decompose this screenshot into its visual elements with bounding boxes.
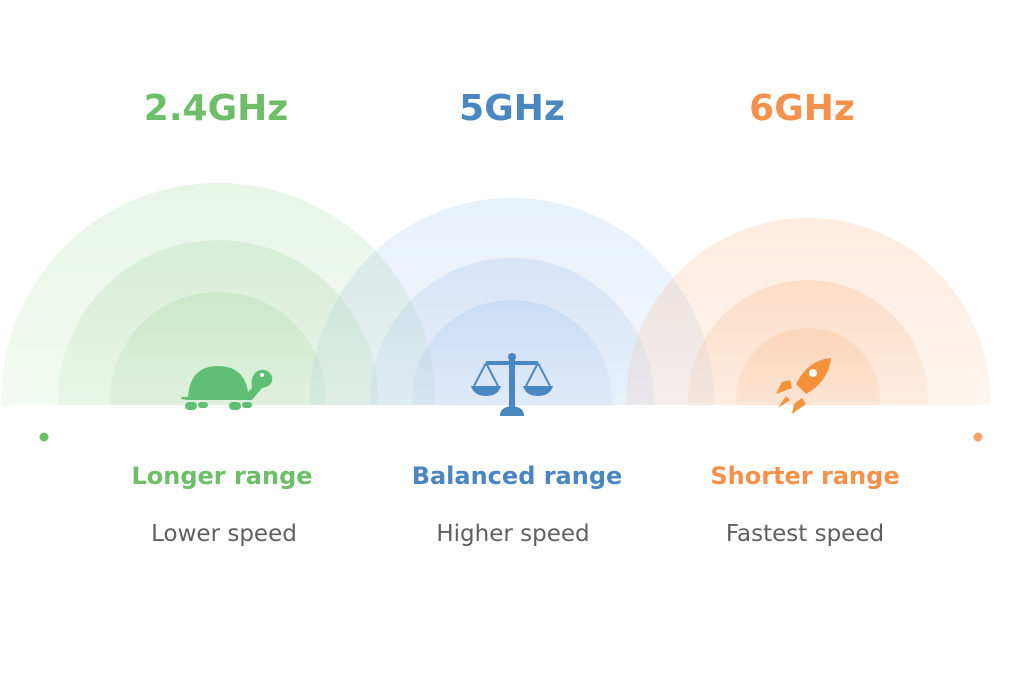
turtle-icon (180, 366, 273, 410)
line-end-dot (973, 432, 983, 442)
band-title-6ghz: 6GHz (749, 88, 855, 129)
range-label-6ghz: Shorter range (710, 462, 900, 490)
arcs-6ghz (626, 218, 990, 405)
line-start-dot (39, 432, 49, 442)
band-title-2-4ghz: 2.4GHz (143, 88, 289, 129)
arcs-2-4ghz (1, 183, 435, 405)
arcs-5ghz (310, 198, 714, 405)
speed-label-6ghz: Fastest speed (725, 521, 885, 547)
speed-label-5ghz: Higher speed (436, 521, 590, 547)
range-label-5ghz: Balanced range (411, 462, 623, 490)
band-title-5ghz: 5GHz (459, 88, 565, 129)
rocket-icon (776, 358, 831, 414)
range-label-2-4ghz: Longer range (131, 462, 313, 490)
scale-icon (471, 353, 553, 416)
speed-label-2-4ghz: Lower speed (151, 521, 297, 547)
